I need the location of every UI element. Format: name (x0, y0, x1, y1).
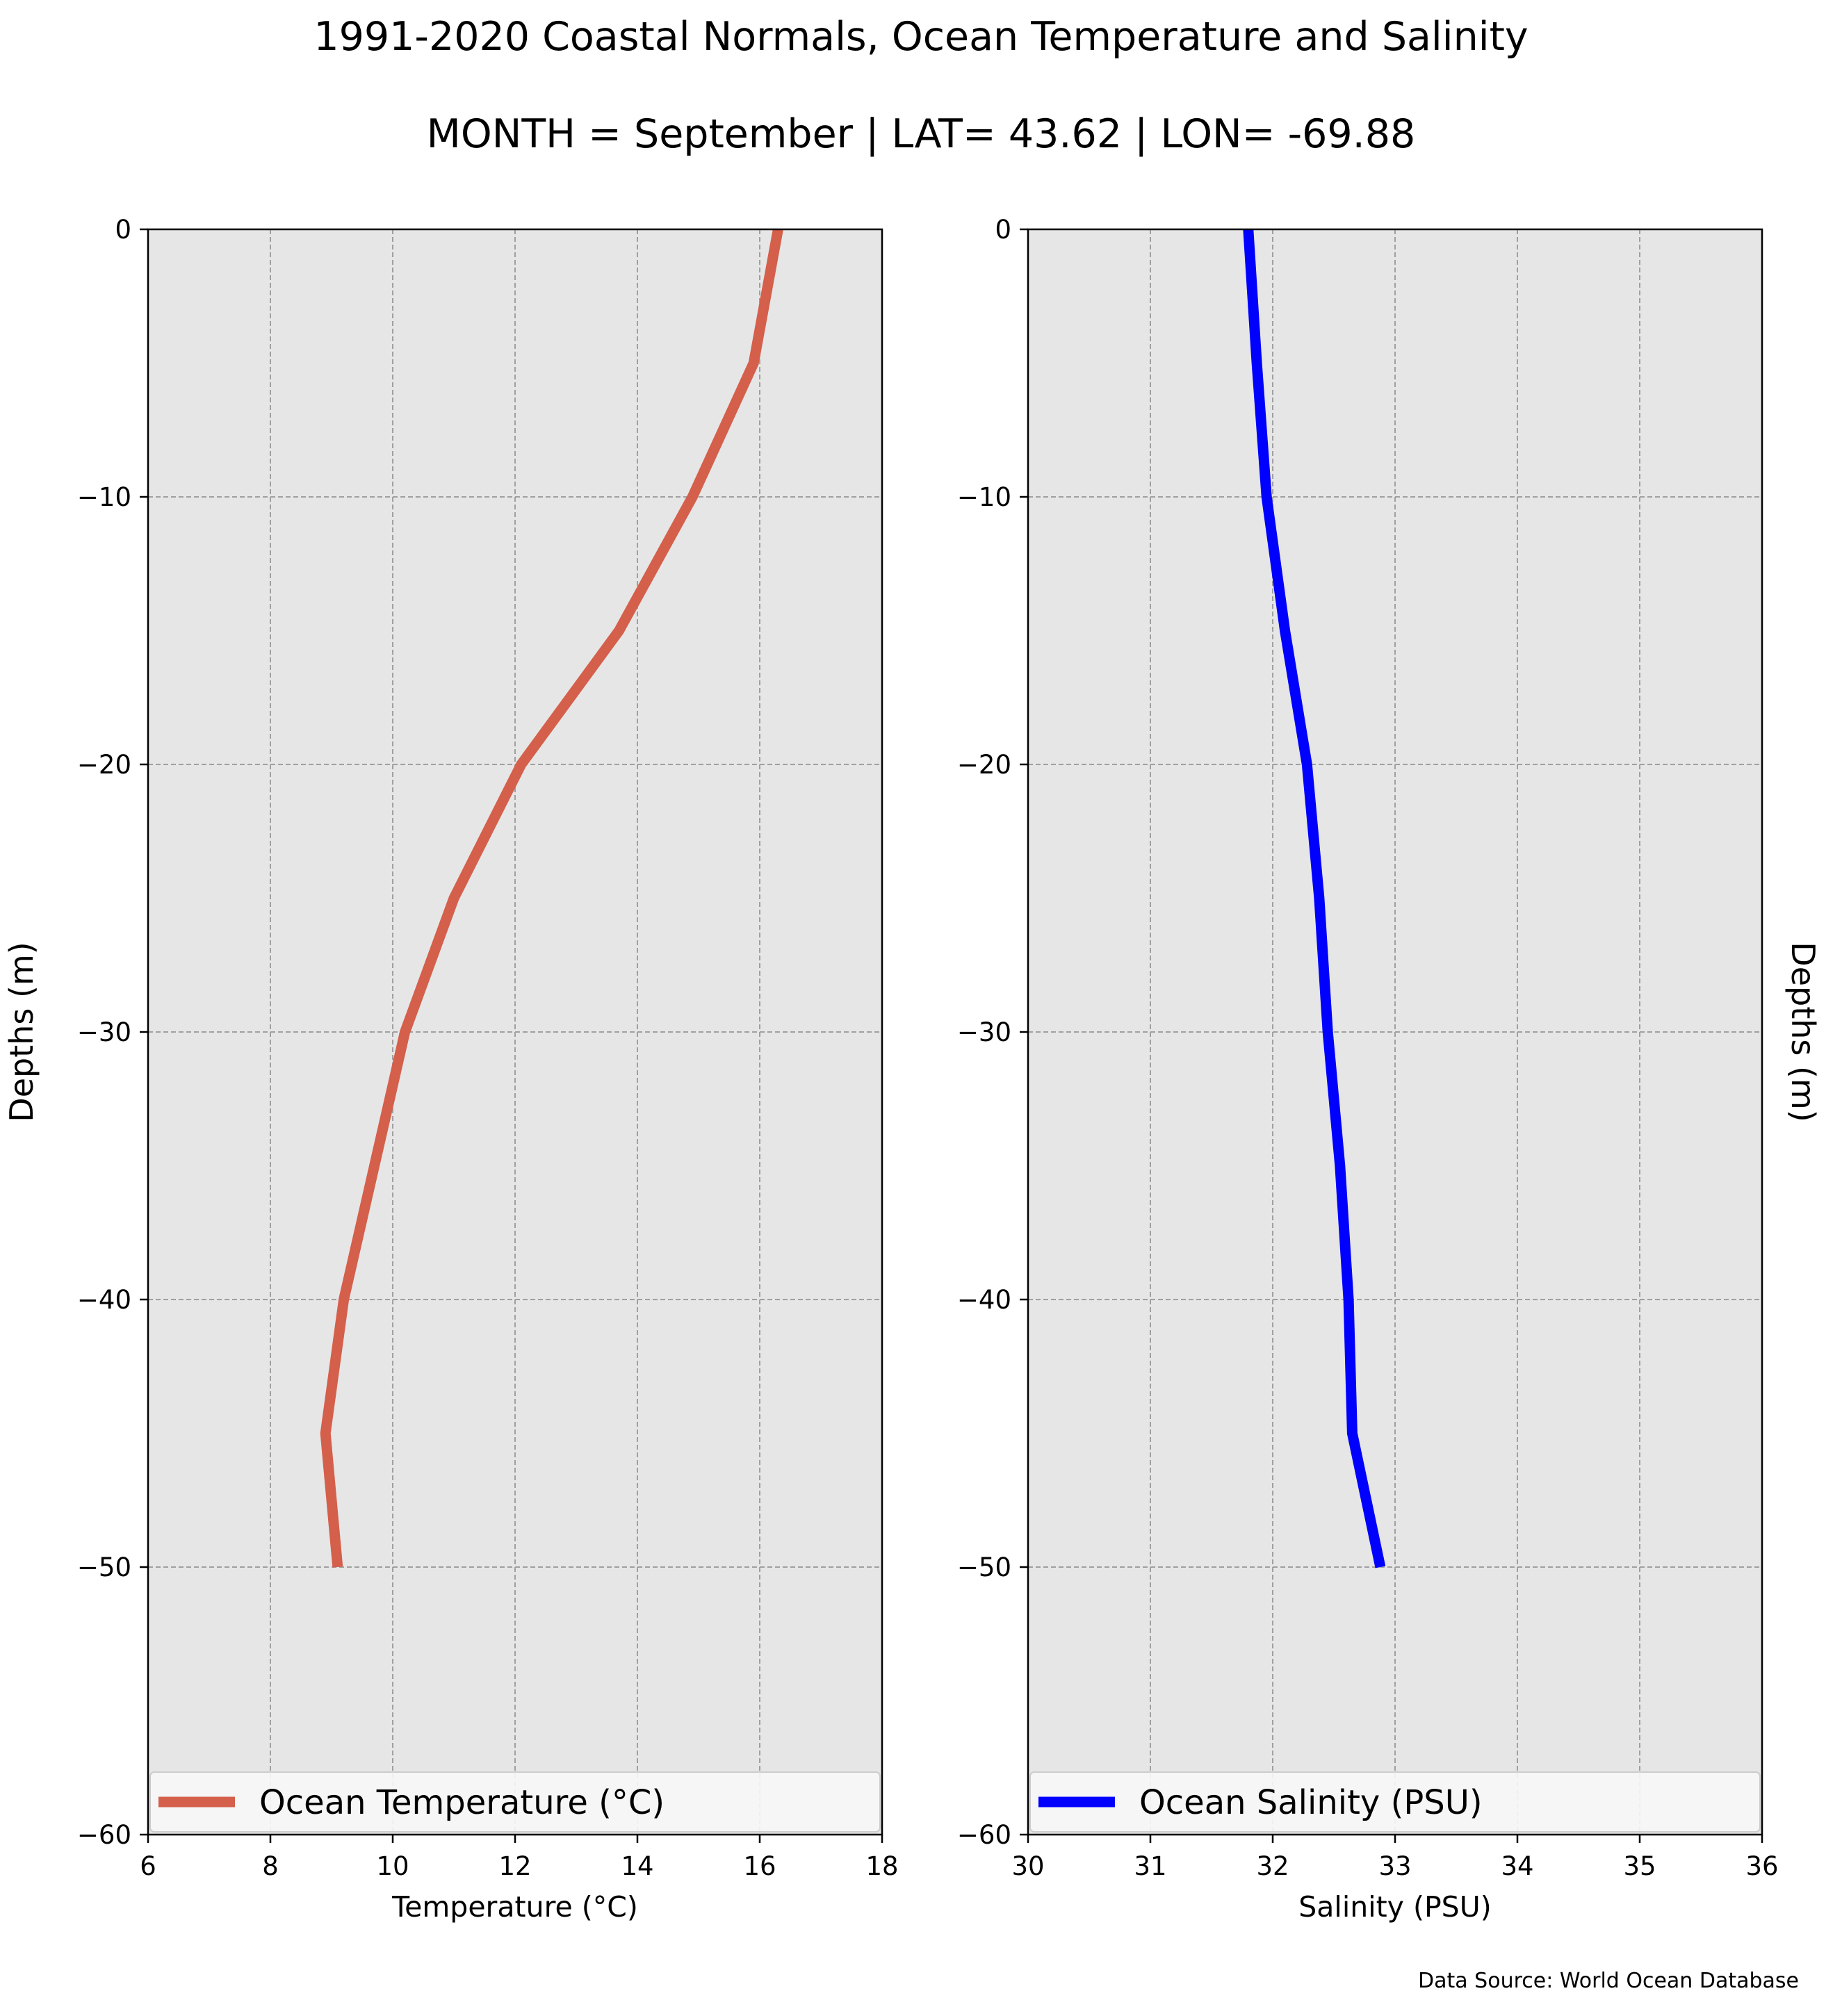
temperature-panel: 6 8 10 12 14 16 18 0 −10 −20 −30 −40 −50 −60 Temperatu… (3, 215, 899, 1924)
salinity-x-axis-label: Salinity (PSU) (1298, 1890, 1491, 1924)
temperature-legend: Ocean Temperature (°C) (149, 1771, 881, 1833)
salinity-x-tick-label: 33 (1378, 1851, 1411, 1881)
salinity-y-axis-label: Depths (m) (1784, 942, 1822, 1122)
salinity-y-tick-label: −50 (957, 1552, 1011, 1582)
data-source-note: Data Source: World Ocean Database (1418, 1969, 1799, 1993)
salinity-x-tick-label: 35 (1623, 1851, 1656, 1881)
salinity-series-line (1243, 229, 1386, 1568)
salinity-y-tick-label: −40 (957, 1285, 1011, 1315)
temperature-x-tick-label: 12 (498, 1851, 531, 1881)
temperature-x-tick-label: 8 (262, 1851, 279, 1881)
salinity-legend-label: Ocean Salinity (PSU) (1139, 1783, 1483, 1822)
chart-title: 1991-2020 Coastal Normals, Ocean Tempera… (313, 14, 1528, 60)
salinity-y-tick-label: −60 (957, 1820, 1011, 1850)
temperature-y-tick-label: −40 (77, 1285, 131, 1315)
chart-subtitle: MONTH = September | LAT= 43.62 | LON= -6… (427, 111, 1416, 157)
salinity-y-tick-label: −10 (957, 482, 1011, 512)
temperature-x-tick-label: 14 (621, 1851, 653, 1881)
temperature-y-axis-label: Depths (m) (3, 942, 40, 1122)
temperature-legend-label: Ocean Temperature (°C) (259, 1783, 665, 1822)
temperature-y-tick-label: −60 (77, 1820, 131, 1850)
salinity-x-tick-label: 30 (1011, 1851, 1044, 1881)
salinity-y-tick-label: −30 (957, 1017, 1011, 1047)
temperature-y-tick-label: −10 (77, 482, 131, 512)
temperature-legend-box (149, 1771, 881, 1833)
temperature-series-line (320, 228, 783, 1568)
temperature-x-tick-label: 18 (865, 1851, 898, 1881)
temperature-y-tick-label: −20 (77, 750, 131, 780)
temperature-y-tick-label: −50 (77, 1552, 131, 1582)
salinity-y-tick-label: −20 (957, 750, 1011, 780)
temperature-x-tick-label: 16 (743, 1851, 776, 1881)
temperature-y-tick-label: 0 (115, 215, 131, 245)
salinity-x-tick-label: 34 (1501, 1851, 1533, 1881)
salinity-y-tick-label: 0 (995, 215, 1011, 245)
temperature-x-axis-label: Temperature (°C) (391, 1890, 638, 1924)
salinity-legend-box (1029, 1771, 1761, 1833)
temperature-x-tick-label: 10 (376, 1851, 409, 1881)
salinity-panel: 30 31 32 33 34 35 36 0 −10 −20 −30 −40 −50 −60 Salinit… (957, 215, 1822, 1924)
salinity-x-tick-label: 31 (1134, 1851, 1166, 1881)
salinity-x-tick-label: 32 (1256, 1851, 1289, 1881)
temperature-y-tick-label: −30 (77, 1017, 131, 1047)
salinity-x-tick-label: 36 (1745, 1851, 1778, 1881)
temperature-x-tick-label: 6 (140, 1851, 156, 1881)
salinity-legend: Ocean Salinity (PSU) (1029, 1771, 1761, 1833)
